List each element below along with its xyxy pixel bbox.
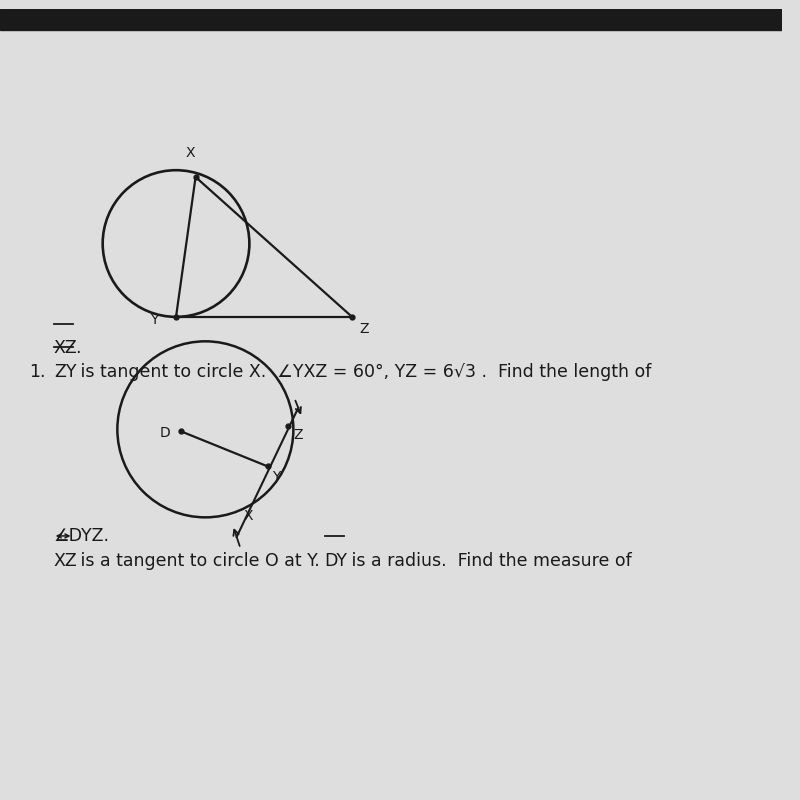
Text: XZ: XZ xyxy=(54,551,78,570)
Text: DY: DY xyxy=(325,551,348,570)
Text: XZ: XZ xyxy=(54,339,78,358)
Text: ∠DYZ.: ∠DYZ. xyxy=(54,527,110,545)
Text: X: X xyxy=(186,146,195,161)
Text: ZY: ZY xyxy=(54,363,76,381)
Text: 1.: 1. xyxy=(30,363,46,381)
Text: X: X xyxy=(243,510,253,523)
Text: D: D xyxy=(159,426,170,440)
Text: Y: Y xyxy=(150,313,158,326)
Text: is a radius.  Find the measure of: is a radius. Find the measure of xyxy=(346,551,632,570)
Text: is tangent to circle X.  ∠YXZ = 60°, YZ = 6√3 .  Find the length of: is tangent to circle X. ∠YXZ = 60°, YZ =… xyxy=(75,363,652,381)
Text: Z: Z xyxy=(294,428,303,442)
Text: Y: Y xyxy=(272,470,280,485)
Text: .: . xyxy=(75,339,81,358)
Text: Z: Z xyxy=(360,322,370,336)
Bar xyxy=(0,9,782,30)
Text: is a tangent to circle O at Y.: is a tangent to circle O at Y. xyxy=(75,551,331,570)
